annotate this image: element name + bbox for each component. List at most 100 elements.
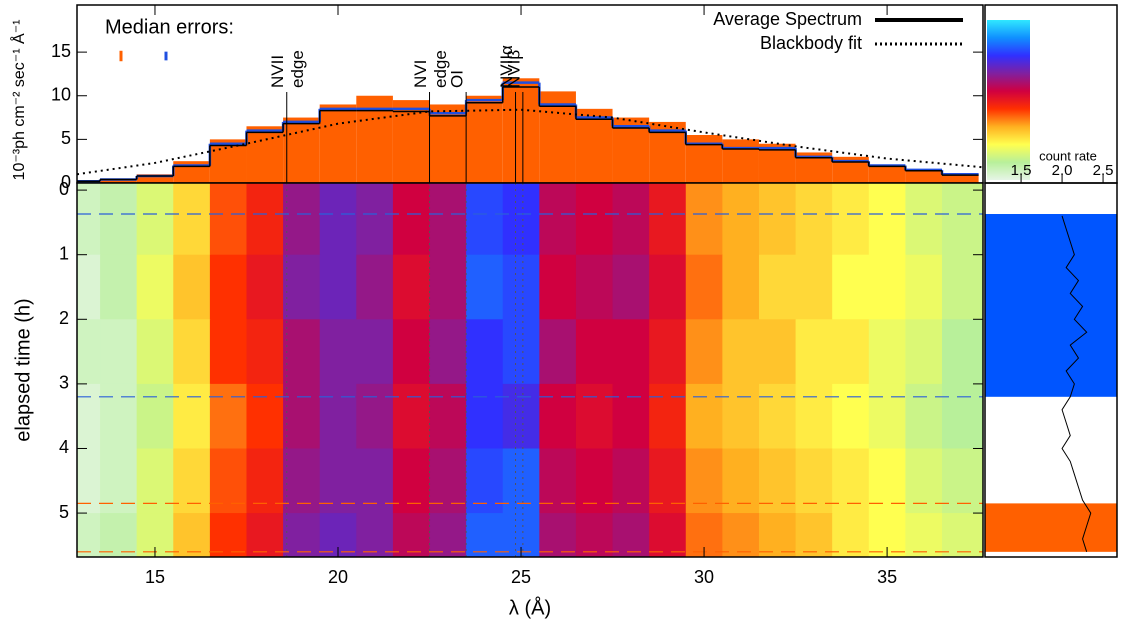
x-tick-label: 15 [145, 567, 165, 587]
heatmap-cell [685, 383, 723, 449]
x-tick-label: 25 [511, 567, 531, 587]
heatmap-cell [466, 513, 504, 557]
heatmap-cell [429, 254, 467, 320]
heatmap-cell [905, 319, 943, 385]
heatmap-cell [758, 448, 797, 514]
y-tick-label: 2 [59, 308, 69, 328]
heatmap-cell [905, 513, 943, 557]
heatmap-cell [283, 183, 321, 256]
heatmap-cell [209, 319, 247, 385]
annotation-label: NVIIα [497, 45, 516, 88]
heatmap-cell [246, 383, 284, 449]
heatmap-cell [77, 383, 101, 449]
heatmap-cell [173, 448, 211, 514]
annotation-label: edge [288, 50, 307, 88]
heatmap-cell [283, 319, 321, 385]
heatmap-cell [319, 383, 357, 449]
heatmap-cell [100, 319, 138, 385]
heatmap-cell [136, 183, 174, 256]
heatmap-cell [283, 383, 321, 449]
heatmap-cell [575, 448, 614, 514]
y-tick-label: 5 [61, 128, 71, 148]
heatmap-cell [392, 183, 431, 256]
heatmap-cell [392, 513, 431, 557]
heatmap-cell [502, 383, 540, 449]
heatmap-cell [612, 254, 650, 320]
heatmap-cell [356, 254, 394, 320]
legend-label: Blackbody fit [760, 33, 862, 53]
heatmap-cell [795, 254, 833, 320]
heatmap-cell [942, 448, 983, 514]
heatmap-cell [868, 448, 906, 514]
heatmap-cell [356, 513, 394, 557]
heatmap-cell [942, 183, 983, 256]
heatmap-cell [612, 448, 650, 514]
heatmap-cell [173, 319, 211, 385]
heatmap-cell [319, 254, 357, 320]
y-axis-label: 10⁻³ph cm⁻² sec⁻¹ Å⁻¹ [9, 20, 28, 181]
heatmap-cell [100, 183, 138, 256]
heatmap-cell [77, 448, 101, 514]
heatmap-cell [868, 383, 906, 449]
spectrum-bar [100, 178, 137, 183]
heatmap-cell [722, 183, 760, 256]
heatmap-cell [283, 448, 321, 514]
heatmap-cell [136, 254, 174, 320]
heatmap-cell [575, 513, 614, 557]
heatmap-cell [539, 254, 577, 320]
heatmap-cell [832, 254, 870, 320]
spectrum-bar [429, 104, 467, 183]
heatmap-cell [649, 183, 687, 256]
heatmap-cell [795, 183, 833, 256]
heatmap-cell [100, 254, 138, 320]
heatmap-cell [649, 513, 687, 557]
x-tick-label: 2.5 [1093, 162, 1114, 179]
heatmap-cell [685, 448, 723, 514]
y-tick-label: 3 [59, 373, 69, 393]
heatmap-cell [392, 254, 431, 320]
spectrum-bar [942, 174, 979, 183]
heatmap-cell [649, 319, 687, 385]
heatmap-cell [173, 383, 211, 449]
heatmap-plot [77, 183, 983, 557]
heatmap-cell [575, 183, 614, 256]
heatmap-cell [319, 319, 357, 385]
heatmap-cell [209, 254, 247, 320]
heatmap-cell [905, 254, 943, 320]
annotation-label: NVII [268, 55, 287, 88]
heatmap-cell [356, 383, 394, 449]
heatmap-cell [612, 513, 650, 557]
y-tick-label: 0 [61, 172, 71, 192]
annotation-label: edge [431, 50, 450, 88]
heatmap-cell [575, 254, 614, 320]
heatmap-cell [942, 319, 983, 385]
spectrum-bar [392, 100, 430, 183]
spectrum-bar [905, 169, 943, 183]
x-axis-label: count rate [1039, 148, 1097, 163]
heatmap-cell [77, 513, 101, 557]
x-tick-label: 1.5 [1011, 162, 1032, 179]
heatmap-cell [392, 448, 431, 514]
heatmap-cell [466, 383, 504, 449]
heatmap-cell [466, 448, 504, 514]
heatmap-cell [136, 319, 174, 385]
annotation-label: NVIβ [504, 50, 523, 88]
heatmap-cell [466, 319, 504, 385]
heatmap-cell [100, 383, 138, 449]
x-tick-label: 35 [877, 567, 897, 587]
heatmap-cell [209, 183, 247, 256]
heatmap-cell [649, 254, 687, 320]
heatmap-cell [246, 319, 284, 385]
spectrum-bar [319, 104, 357, 183]
y-axis-label: elapsed time (h) [12, 298, 34, 441]
heatmap-cell [173, 513, 211, 557]
heatmap-cell [466, 254, 504, 320]
heatmap-cell [502, 448, 540, 514]
heatmap-cell [722, 254, 760, 320]
heatmap-cell [685, 183, 723, 256]
heatmap-cell [868, 183, 906, 256]
heatmap-cell [685, 319, 723, 385]
heatmap-cell [612, 319, 650, 385]
heatmap-cell [429, 448, 467, 514]
